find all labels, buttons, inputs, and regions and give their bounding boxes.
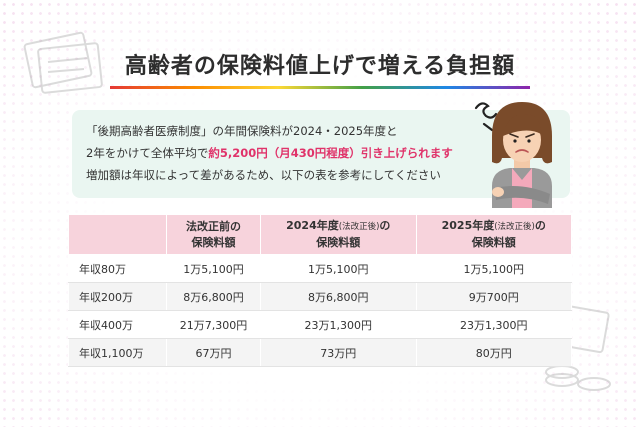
worry-scribble-icon (474, 102, 498, 132)
table-header-row: 法改正前の 保険料額 2024年度(法改正後)の 保険料額 2025年度(法改正後)… (68, 214, 572, 255)
table-row: 年収1,100万 67万円 73万円 80万円 (68, 338, 572, 367)
cell-2024: 73万円 (260, 338, 417, 367)
table-row: 年収80万 1万5,100円 1万5,100円 1万5,100円 (68, 254, 572, 283)
row-label: 年収1,100万 (68, 338, 167, 367)
cell-2025: 9万700円 (415, 282, 572, 311)
table-row: 年収200万 8万6,800円 8万6,800円 9万700円 (68, 282, 572, 311)
cell-pre-reform: 67万円 (165, 338, 262, 367)
cell-2025: 1万5,100円 (415, 254, 572, 283)
worried-woman-illustration (474, 102, 552, 208)
info-line-2: 2年をかけて全体平均で約5,200円（月430円程度）引き上げられます (86, 142, 556, 164)
cell-2025: 23万1,300円 (415, 310, 572, 339)
cell-2025: 80万円 (415, 338, 572, 367)
cell-2024: 23万1,300円 (260, 310, 417, 339)
header-2024: 2024年度(法改正後)の 保険料額 (260, 214, 417, 255)
info-line-3: 増加額は年収によって差があるため、以下の表を参考にしてください (86, 168, 441, 182)
header-2025: 2025年度(法改正後)の 保険料額 (415, 214, 572, 255)
header-blank-cell (68, 214, 167, 255)
page-title: 高齢者の保険料値上げで増える負担額 (124, 54, 516, 79)
row-label: 年収400万 (68, 310, 167, 339)
info-highlight: 約5,200円（月430円程度）引き上げられます (208, 146, 453, 160)
table-row: 年収400万 21万7,300円 23万1,300円 23万1,300円 (68, 310, 572, 339)
cell-pre-reform: 21万7,300円 (165, 310, 262, 339)
info-line-1: 「後期高齢者医療制度」の年間保険料が2024・2025年度と (86, 124, 398, 138)
fee-table: 法改正前の 保険料額 2024年度(法改正後)の 保険料額 2025年度(法改正後)… (68, 214, 572, 367)
row-label: 年収80万 (68, 254, 167, 283)
cell-pre-reform: 8万6,800円 (165, 282, 262, 311)
cell-2024: 8万6,800円 (260, 282, 417, 311)
header-pre-reform: 法改正前の 保険料額 (165, 214, 262, 255)
document-deco-icon (23, 31, 103, 94)
row-label: 年収200万 (68, 282, 167, 311)
cell-2024: 1万5,100円 (260, 254, 417, 283)
cell-pre-reform: 1万5,100円 (165, 254, 262, 283)
info-line-2-text: 2年をかけて全体平均で (86, 146, 209, 160)
title-rainbow-underline (110, 86, 530, 89)
coins-deco-icon (545, 302, 611, 391)
info-box: 「後期高齢者医療制度」の年間保険料が2024・2025年度と 2年をかけて全体平… (72, 110, 570, 198)
